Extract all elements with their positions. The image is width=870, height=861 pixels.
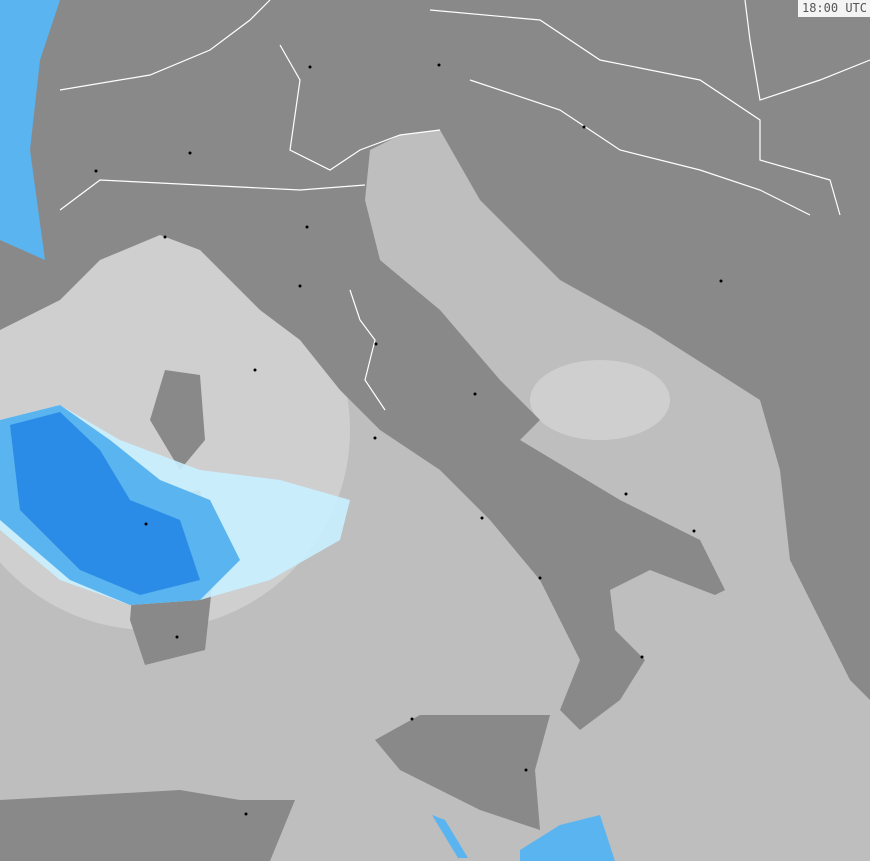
- corsica: [150, 370, 205, 470]
- precipitation-heavy: [10, 412, 200, 595]
- africa: [0, 790, 295, 861]
- precipitation-alps: [0, 0, 60, 260]
- sicily: [375, 715, 550, 830]
- timestamp-label: 18:00 UTC: [797, 0, 870, 17]
- city-markers: [94, 63, 723, 816]
- country-borders: [59, 0, 870, 411]
- mainland: [0, 0, 870, 730]
- precipitation-sicily: [520, 815, 615, 861]
- radar-coverage-adriatic: [530, 360, 670, 440]
- precipitation-sicily-sea: [432, 815, 468, 858]
